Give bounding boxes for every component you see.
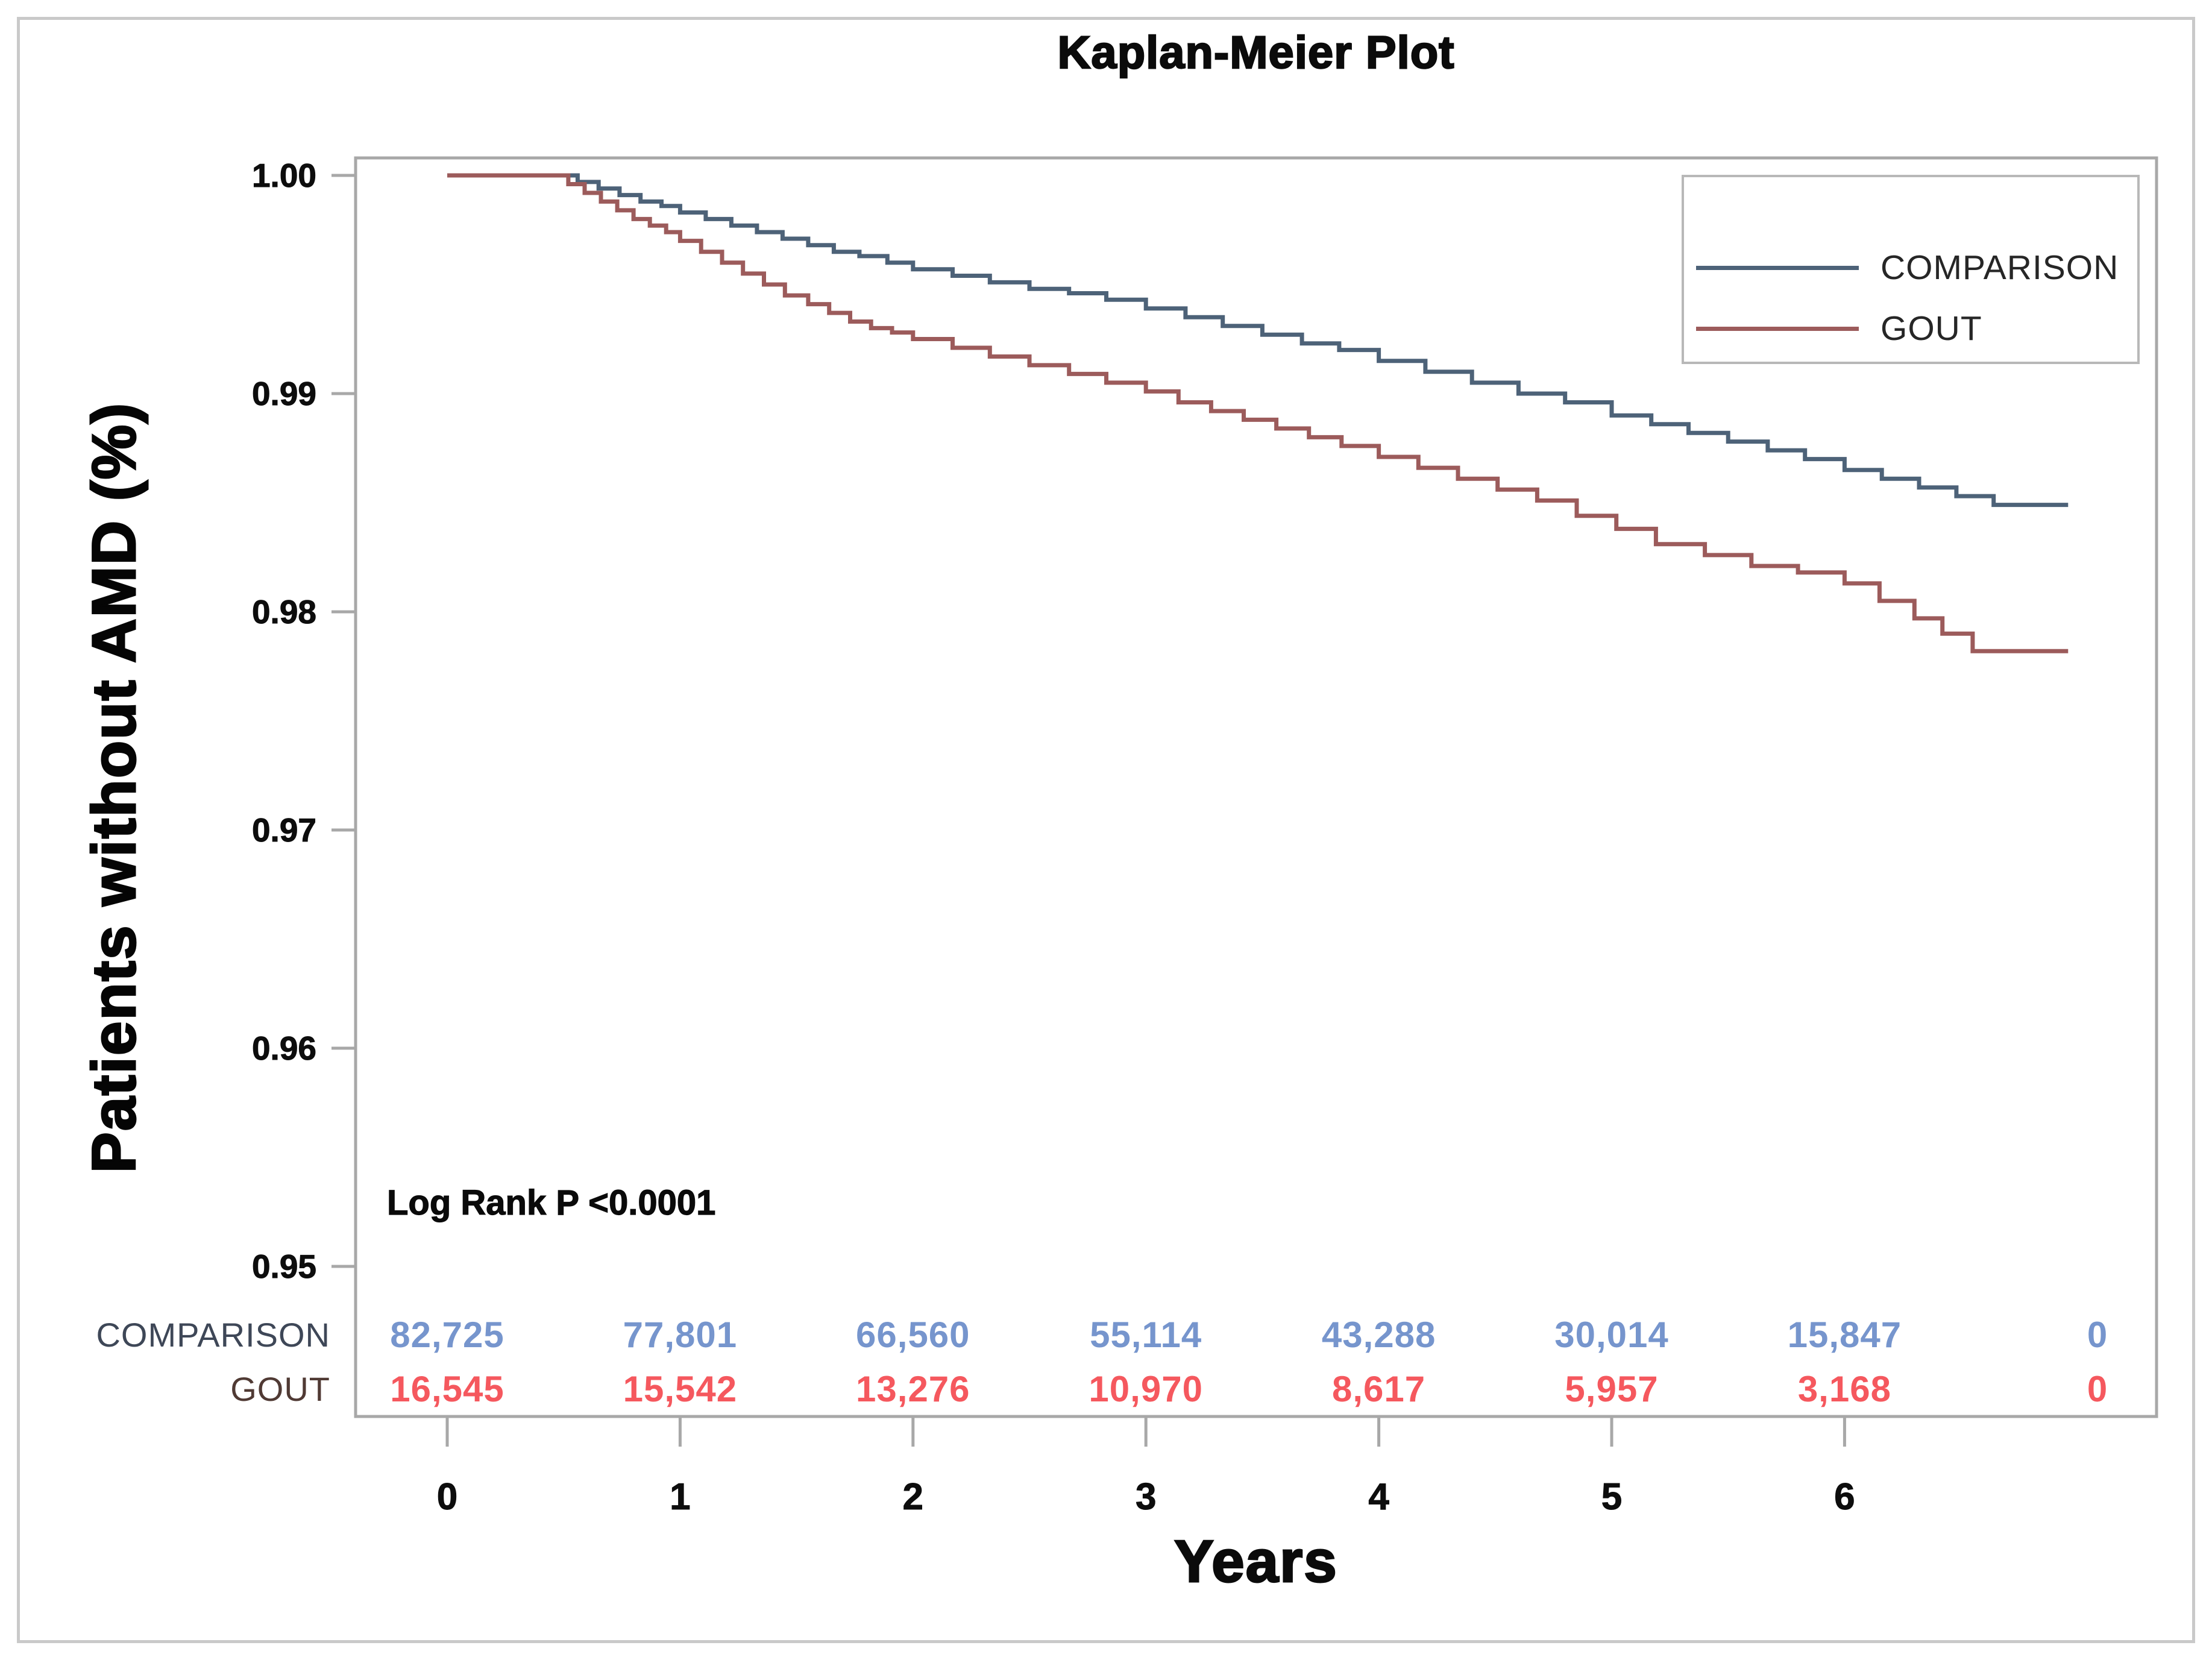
risk-count-comparison-4: 43,288: [1321, 1315, 1436, 1355]
risk-count-comparison-2: 66,560: [856, 1315, 970, 1355]
curve-gout: [447, 173, 2069, 653]
x-axis-title: Years: [1174, 1527, 1338, 1596]
survival-curves: [447, 173, 2069, 653]
risk-count-gout-5: 5,957: [1565, 1369, 1659, 1409]
y-axis-title: Patients without AMD (%): [42, 158, 187, 1416]
y-tick-label-0.98: 0.98: [251, 593, 316, 631]
legend-entry-gout: GOUT: [1684, 309, 2137, 348]
y-tick-label-0.99: 0.99: [251, 375, 316, 413]
risk-row-label-gout: GOUT: [230, 1370, 330, 1408]
chart-title: Kaplan-Meier Plot: [1057, 27, 1455, 80]
risk-count-comparison-0: 82,725: [390, 1315, 504, 1355]
risk-row-label-comparison: COMPARISON: [96, 1316, 330, 1354]
legend-label-gout: GOUT: [1881, 309, 1982, 348]
x-tick-label-6: 6: [1834, 1476, 1855, 1518]
x-tick-label-5: 5: [1601, 1476, 1623, 1518]
gout-line-swatch: [1696, 326, 1859, 331]
x-tick-label-2: 2: [902, 1476, 924, 1518]
risk-count-comparison-6: 15,847: [1787, 1315, 1902, 1355]
risk-count-gout-2: 13,276: [856, 1369, 970, 1409]
y-tick-label-0.95: 0.95: [251, 1248, 316, 1286]
risk-count-comparison-1: 77,801: [623, 1315, 738, 1355]
log-rank-annotation: Log Rank P <0.0001: [386, 1183, 716, 1222]
curve-comparison: [447, 173, 2069, 508]
plot-box: [354, 156, 2158, 1418]
risk-count-gout-7: 0: [2087, 1369, 2108, 1409]
y-axis-title-text: Patients without AMD (%): [79, 401, 149, 1174]
risk-count-comparison-5: 30,014: [1554, 1315, 1669, 1355]
x-tick-label-3: 3: [1135, 1476, 1157, 1518]
legend-label-comparison: COMPARISON: [1881, 248, 2119, 287]
x-tick-label-1: 1: [670, 1476, 691, 1518]
legend: COMPARISON GOUT: [1682, 175, 2140, 364]
risk-count-gout-1: 15,542: [623, 1369, 738, 1409]
x-tick-label-4: 4: [1368, 1476, 1389, 1518]
axes-layer: [331, 156, 2158, 1447]
x-tick-label-0: 0: [436, 1476, 458, 1518]
risk-count-gout-4: 8,617: [1332, 1369, 1426, 1409]
risk-count-comparison-7: 0: [2087, 1315, 2108, 1355]
y-tick-label-0.96: 0.96: [251, 1030, 316, 1067]
risk-count-gout-6: 3,168: [1797, 1369, 1891, 1409]
y-tick-label-1.00: 1.00: [251, 157, 316, 195]
risk-count-gout-0: 16,545: [390, 1369, 504, 1409]
risk-count-comparison-3: 55,114: [1090, 1315, 1202, 1355]
risk-count-gout-3: 10,970: [1089, 1369, 1203, 1409]
y-tick-label-0.97: 0.97: [251, 811, 316, 849]
legend-entry-comparison: COMPARISON: [1684, 248, 2137, 287]
comparison-line-swatch: [1696, 265, 1859, 270]
